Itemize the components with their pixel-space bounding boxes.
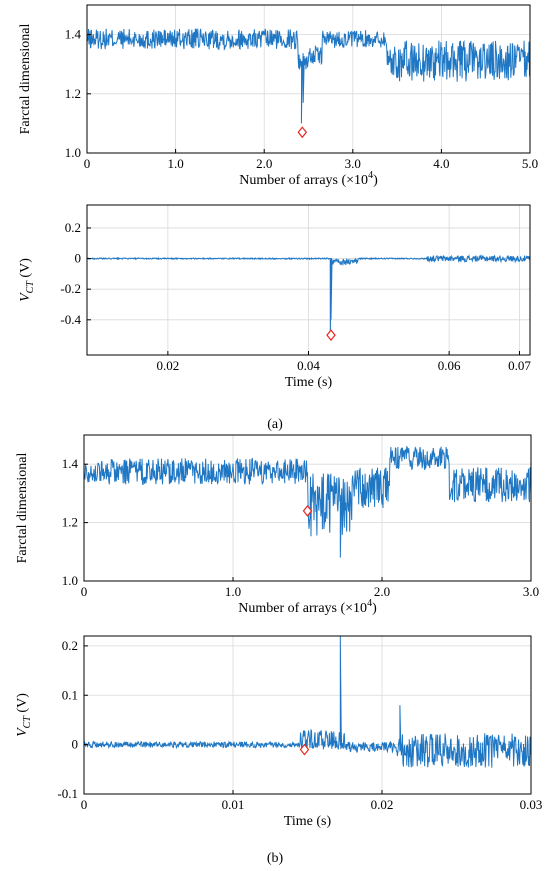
x-tick-label: 3.0 — [523, 584, 539, 599]
x-axis-label: Number of arrays (×104) — [238, 598, 377, 616]
x-axis-exponent: 4 — [368, 170, 373, 181]
y-tick-label: 1.2 — [62, 515, 78, 530]
y-axis-symbol: V — [18, 292, 33, 302]
x-tick-label: 0 — [81, 584, 88, 599]
x-tick-label: 1.0 — [225, 584, 241, 599]
y-axis-label: VCT (V) — [18, 258, 36, 302]
fault-marker — [297, 126, 308, 139]
x-tick-label: 2.0 — [374, 584, 390, 599]
x-axis-exponent: 4 — [367, 598, 372, 609]
fault-marker — [326, 329, 336, 342]
plot-frame — [86, 4, 531, 154]
x-tick-label: 0.02 — [371, 797, 394, 812]
fault-marker — [299, 743, 310, 756]
series-line — [86, 28, 531, 124]
y-tick-label: -0.1 — [57, 786, 78, 801]
x-axis-close: ) — [373, 173, 378, 188]
x-tick-label: 0.02 — [156, 358, 179, 373]
x-tick-label: 0 — [81, 797, 88, 812]
series-line — [86, 254, 531, 336]
y-tick-label: 1.4 — [62, 456, 79, 471]
y-tick-label: 1.4 — [65, 27, 82, 42]
plot-frame — [83, 434, 532, 582]
x-axis-label: Time (s) — [285, 375, 333, 390]
x-tick-label: 4.0 — [433, 156, 449, 171]
chart-a2: 0.02 0.04 0.06 0.07 -0.4 -0.2 0 0.2 Time (s) VCT … — [18, 204, 531, 390]
x-axis-label: Time (s) — [284, 814, 332, 829]
y-axis-unit: (V) — [15, 693, 30, 716]
y-axis-label: Farctal dimensional — [18, 23, 33, 134]
y-tick-label: 0 — [75, 251, 82, 266]
series-line — [83, 635, 532, 768]
y-tick-label: 0 — [72, 737, 79, 752]
x-axis-close: ) — [372, 601, 377, 616]
x-tick-label: 0.04 — [297, 358, 320, 373]
series-line — [83, 445, 532, 558]
caption-a: (a) — [267, 417, 283, 432]
y-tick-label: 1.0 — [65, 145, 81, 160]
fault-marker — [302, 504, 313, 517]
x-axis-multiplier: (×10 — [338, 173, 368, 188]
y-axis-label: VCT (V) — [15, 693, 33, 737]
y-axis-subscript: CT — [22, 715, 33, 729]
y-axis-label: Farctal dimensional — [15, 452, 30, 563]
y-tick-label: 0.1 — [62, 687, 78, 702]
y-tick-label: 0.2 — [62, 638, 78, 653]
x-tick-label: 0.06 — [438, 358, 461, 373]
x-tick-label: 2.0 — [256, 156, 272, 171]
y-axis-subscript: CT — [25, 280, 36, 294]
y-tick-label: 1.2 — [65, 86, 81, 101]
plot-frame — [83, 635, 532, 795]
x-tick-label: 0.03 — [520, 797, 543, 812]
x-axis-multiplier: (×10 — [337, 601, 367, 616]
x-axis-label: Number of arrays (×104) — [239, 170, 378, 188]
y-axis-symbol: V — [15, 727, 30, 737]
y-tick-label: 0.2 — [65, 220, 81, 235]
x-tick-label: 3.0 — [345, 156, 361, 171]
x-tick-label: 5.0 — [522, 156, 538, 171]
y-tick-label: 1.0 — [62, 573, 78, 588]
x-tick-label: 1.0 — [167, 156, 183, 171]
x-tick-label: 0.07 — [508, 358, 531, 373]
caption-b: (b) — [267, 851, 284, 866]
y-tick-label: -0.4 — [60, 312, 81, 327]
y-tick-label: -0.2 — [60, 281, 81, 296]
y-axis-unit: (V) — [18, 258, 33, 281]
x-tick-label: 0.01 — [222, 797, 245, 812]
x-tick-label: 0 — [84, 156, 91, 171]
